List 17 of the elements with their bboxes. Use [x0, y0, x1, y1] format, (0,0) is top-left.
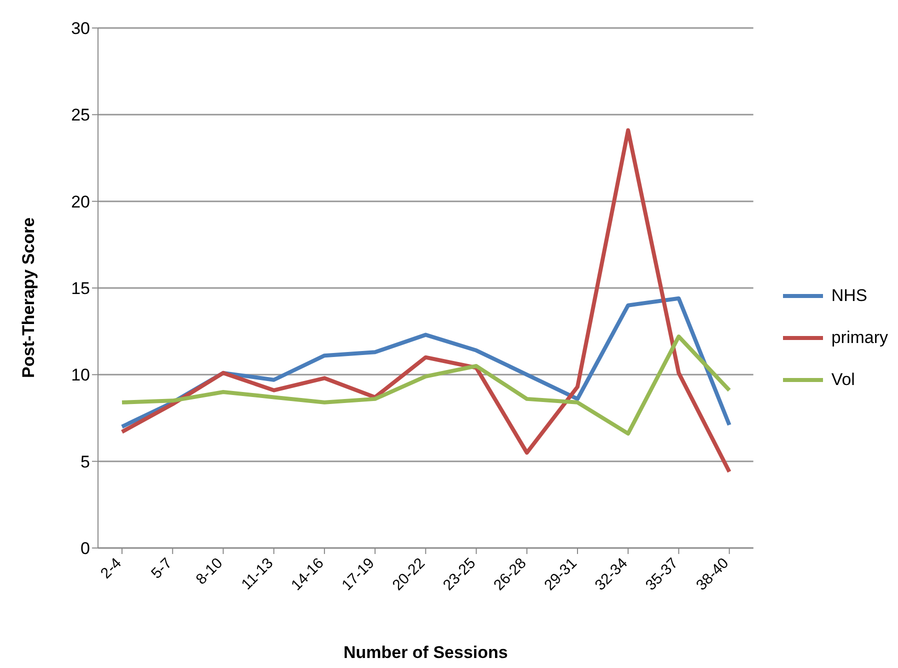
y-tick-label: 0 — [80, 539, 90, 558]
line-series — [120, 128, 732, 474]
y-tick-label: 15 — [71, 279, 90, 298]
x-tick-label: 2-4 — [97, 554, 125, 582]
y-axis-title: Post-Therapy Score — [19, 217, 38, 378]
x-axis-title: Number of Sessions — [343, 643, 508, 662]
line-series — [120, 334, 732, 436]
x-tick-label: 5-7 — [148, 554, 176, 582]
legend-label: Vol — [831, 370, 855, 390]
y-tick-label: 30 — [71, 19, 90, 38]
y-tick-label: 25 — [71, 106, 90, 125]
legend-label: NHS — [831, 286, 868, 306]
y-tick-label: 10 — [71, 366, 90, 385]
x-tick-label: 8-10 — [192, 554, 226, 588]
y-tick-label: 20 — [71, 192, 90, 212]
legend-label: primary — [831, 328, 888, 348]
y-tick-label: 5 — [80, 452, 90, 472]
